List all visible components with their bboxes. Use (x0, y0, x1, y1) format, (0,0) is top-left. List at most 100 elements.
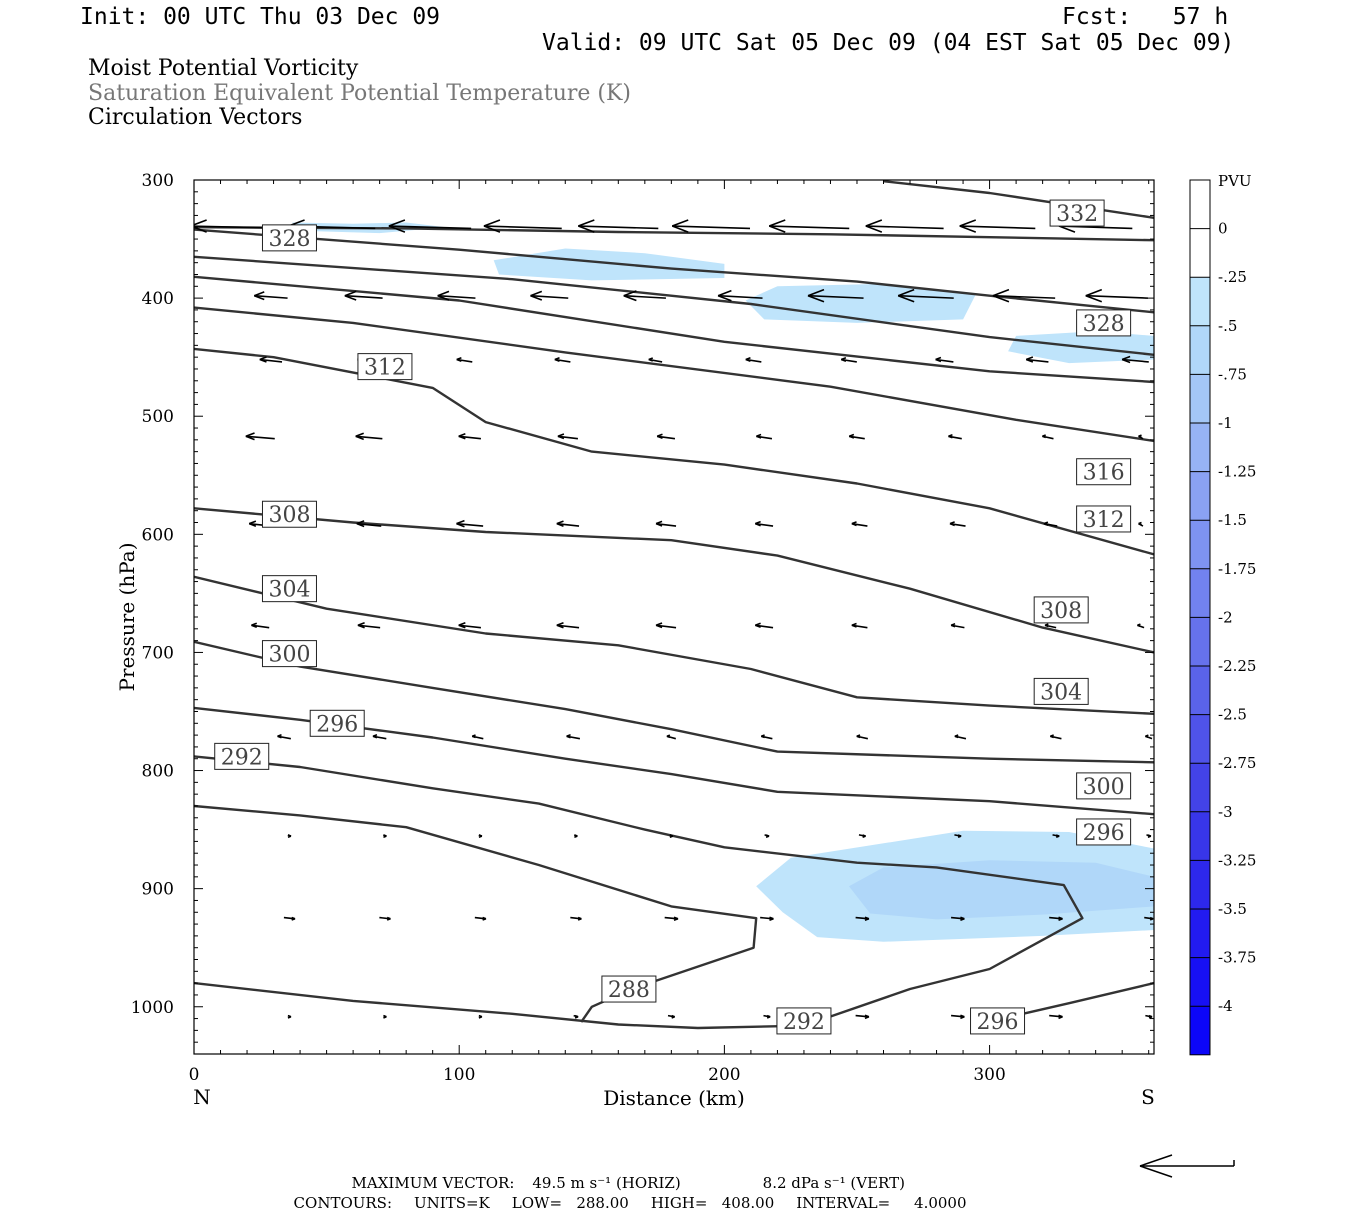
vector-head (769, 918, 774, 922)
colorbar-cell (1190, 228, 1210, 278)
x-tick-label: 100 (443, 1065, 475, 1085)
vector-head (574, 1016, 579, 1019)
contour-label-text: 316 (1083, 461, 1125, 486)
vector-head (655, 522, 663, 527)
vector-shaft (388, 225, 472, 230)
vector (754, 622, 774, 629)
title-theta-es: Saturation Equivalent Potential Temperat… (88, 81, 631, 106)
vector-head (458, 624, 466, 629)
vector-head (253, 294, 265, 301)
contour-label-text: 308 (1040, 599, 1082, 624)
vector-head (1138, 435, 1142, 439)
colorbar-label: -3 (1218, 803, 1233, 821)
contour-label-text: 304 (268, 578, 310, 603)
vector (283, 916, 296, 921)
vector-head (666, 735, 671, 739)
vector-head (483, 219, 501, 227)
title-moist-pv: Moist Potential Vorticity (88, 56, 359, 81)
vector-head (355, 432, 364, 438)
vector-head (671, 219, 689, 227)
contour-label-text: 308 (268, 503, 310, 528)
vector (357, 621, 381, 629)
vector-head (287, 835, 292, 838)
vector-head (194, 226, 207, 233)
vector-head (648, 358, 654, 362)
colorbar-label: 0 (1218, 220, 1228, 238)
vector (865, 219, 944, 233)
vector-head (478, 835, 483, 838)
vector (1049, 1014, 1063, 1020)
vector-shaft (992, 294, 1056, 299)
vector-head (1147, 835, 1152, 838)
vector (848, 433, 865, 440)
vector (379, 916, 391, 921)
axes: 300 400 500 600 700 800 900 1000 0 100 200 300 Dista… (115, 171, 1155, 1110)
y-tick-label: 800 (142, 762, 174, 782)
vector (1138, 521, 1144, 527)
forecast-hour: Fcst: 57 h (1062, 4, 1229, 30)
footer-max-vert: 8.2 dPa s⁻¹ (VERT) (762, 1174, 905, 1192)
vector-head (851, 522, 857, 527)
vector-head (992, 288, 1010, 297)
vector-head (566, 735, 571, 739)
vector-head (1138, 522, 1142, 526)
vector (556, 520, 580, 527)
vector-head (671, 1016, 675, 1019)
contour-label-text: 292 (221, 745, 263, 770)
colorbar-label: -1 (1218, 414, 1233, 432)
vector (530, 290, 569, 301)
vector (259, 356, 283, 363)
vector (949, 521, 966, 527)
vector-head (856, 735, 861, 739)
vector-head (194, 219, 207, 226)
contour-label-box (1033, 677, 1089, 705)
vector-head (673, 918, 679, 922)
colorbar-cell (1190, 471, 1210, 521)
contour-label-296: 296 (309, 709, 365, 737)
contour-label-296: 296 (970, 1007, 1026, 1035)
title-circulation: Circulation Vectors (88, 105, 303, 130)
contour-304 (194, 575, 1154, 715)
x-end-label-n: N (193, 1085, 211, 1109)
contour-316 (194, 306, 1154, 443)
vector-head (277, 735, 282, 739)
y-tick-label: 900 (142, 880, 174, 900)
contour-label-312: 312 (1076, 505, 1132, 533)
vector-head (482, 918, 487, 921)
vector (855, 916, 870, 922)
vector (667, 1014, 675, 1019)
vector (656, 433, 676, 440)
vector-head (864, 1016, 870, 1020)
vector-shaft (557, 435, 579, 440)
pv-region-2 (745, 283, 977, 323)
vector (344, 290, 383, 301)
colorbar-cell (1190, 374, 1210, 423)
contour-324 (194, 255, 1154, 356)
vector-head (577, 918, 582, 921)
vector-head (344, 290, 357, 297)
contour-label-312: 312 (357, 353, 413, 381)
contour-288 (194, 804, 758, 1023)
vector-head (1137, 624, 1141, 628)
vector-shaft (556, 624, 580, 629)
vector-head (1145, 735, 1149, 739)
vector-head (957, 835, 962, 838)
vector (666, 734, 677, 740)
x-axis-label: Distance (km) (603, 1086, 745, 1110)
contour-label-308: 308 (261, 500, 317, 528)
contour-label-text: 300 (1083, 775, 1125, 800)
vector (760, 916, 774, 922)
vector (764, 834, 770, 838)
vector-shaft (578, 225, 659, 230)
y-tick-label: 500 (142, 407, 174, 427)
vector-head (959, 225, 977, 233)
footer-low: LOW= 288.00 (511, 1194, 629, 1212)
vector-head (623, 294, 637, 302)
vector (1042, 434, 1054, 440)
vector (655, 622, 677, 629)
vector (474, 916, 487, 921)
vector-head (259, 358, 267, 363)
vector (959, 219, 1036, 233)
vector-head (386, 918, 391, 921)
vector (855, 1014, 870, 1020)
